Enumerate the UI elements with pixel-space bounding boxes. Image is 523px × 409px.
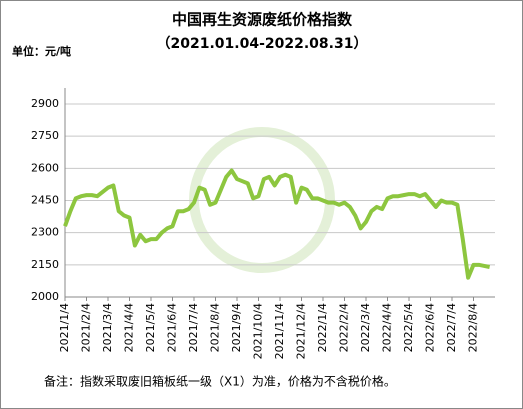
unit-label: 单位：元/吨: [12, 44, 71, 58]
x-tick-label: 2022/2/4: [338, 303, 351, 352]
x-tick-label: 2022/5/4: [402, 303, 415, 352]
y-tick-label: 2150: [31, 258, 59, 271]
x-tick-label: 2021/7/4: [187, 303, 200, 352]
chart-subtitle: （2021.01.04-2022.08.31）: [157, 36, 368, 52]
data-line: [63, 168, 491, 280]
x-tick-label: 2022/1/4: [316, 303, 329, 352]
y-tick-label: 2450: [31, 194, 59, 207]
x-tick-label: 2022/3/4: [359, 303, 372, 352]
x-tick-label: 2021/9/4: [230, 303, 243, 352]
x-tick-label: 2021/3/4: [101, 303, 114, 352]
x-tick-label: 2022/4/4: [381, 303, 394, 352]
x-tick-label: 2022/7/4: [445, 303, 458, 352]
chart-title: 中国再生资源废纸价格指数: [172, 11, 353, 29]
x-tick-label: 2022/8/4: [467, 303, 480, 352]
x-tick-label: 2021/12/4: [295, 303, 308, 359]
x-tick-label: 2021/4/4: [123, 303, 136, 352]
y-tick-label: 2000: [31, 290, 59, 303]
x-tick-label: 2021/11/4: [273, 303, 286, 359]
y-tick-label: 2300: [31, 226, 59, 239]
footnote: 备注：指数采取废旧箱板纸一级（X1）为准，价格为不含税价格。: [44, 374, 396, 389]
x-tick-label: 2021/6/4: [166, 303, 179, 352]
y-tick-label: 2900: [31, 97, 59, 110]
x-tick-label: 2021/5/4: [144, 303, 157, 352]
y-tick-label: 2600: [31, 161, 59, 174]
x-tick-label: 2021/2/4: [80, 303, 93, 352]
x-tick-label: 2021/10/4: [252, 303, 265, 359]
x-tick-label: 2021/8/4: [209, 303, 222, 352]
x-tick-label: 2021/1/4: [58, 303, 71, 352]
x-tick-label: 2022/6/4: [424, 303, 437, 352]
y-tick-label: 2750: [31, 129, 59, 142]
